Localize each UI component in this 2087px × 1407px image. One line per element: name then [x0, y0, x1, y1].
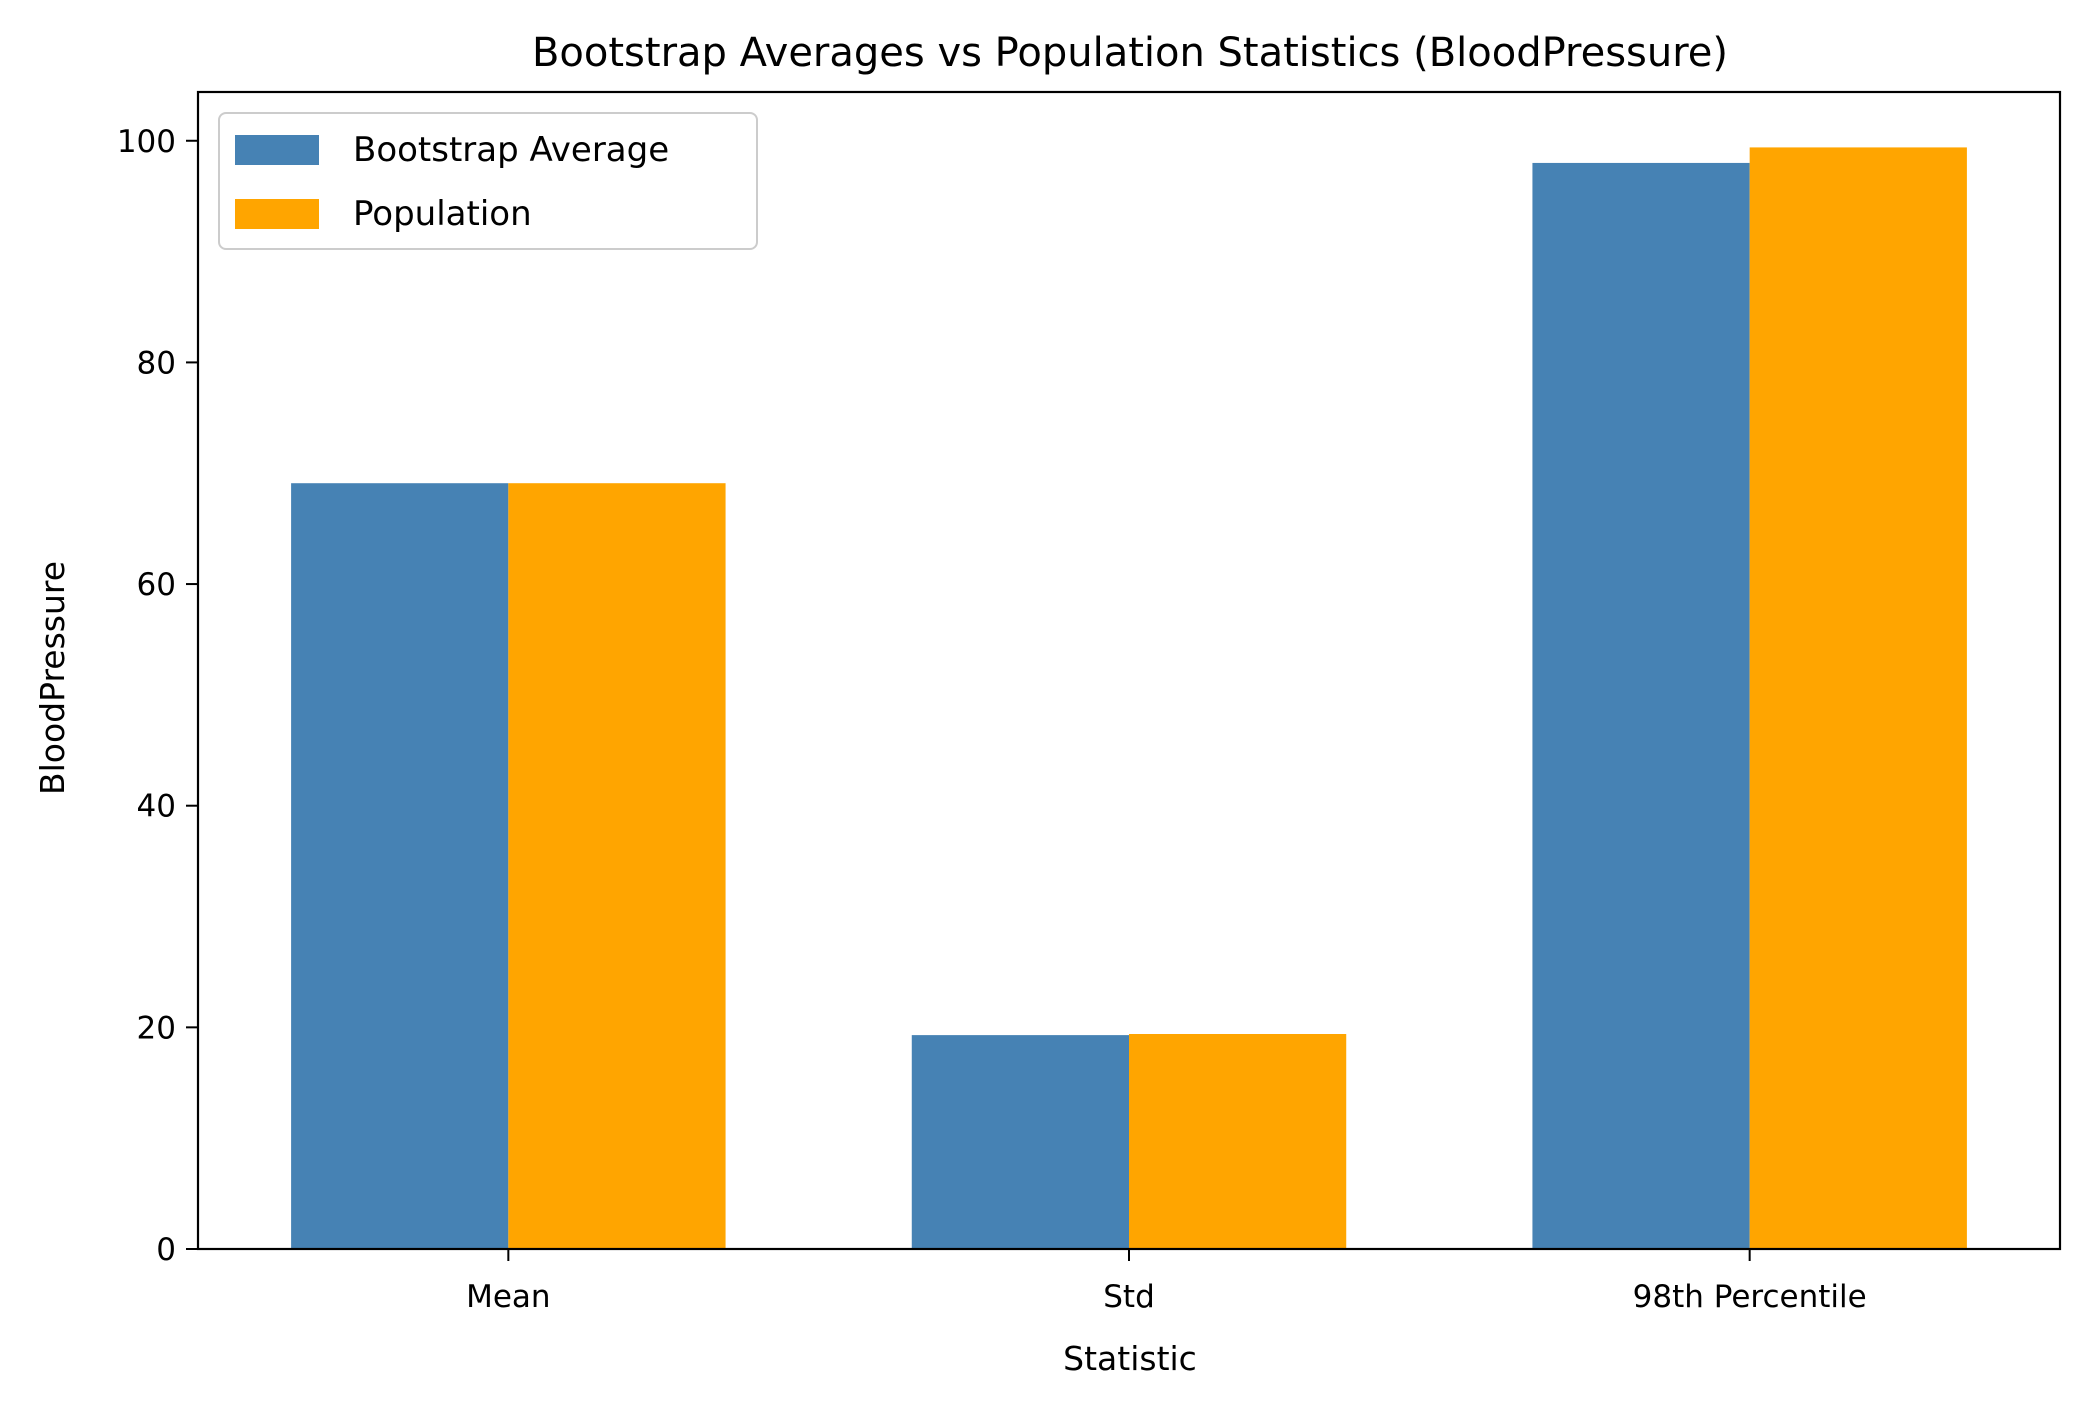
bar-population-1: [1129, 1034, 1347, 1249]
x-tick-label: Std: [1103, 1279, 1155, 1315]
legend-swatch-1: [235, 199, 319, 229]
y-tick-label: 20: [137, 1010, 176, 1046]
y-tick-label: 100: [117, 124, 176, 160]
legend-swatch-0: [235, 135, 319, 165]
y-tick-label: 0: [156, 1232, 176, 1268]
bar-population-0: [508, 483, 726, 1249]
y-tick-label: 40: [137, 789, 176, 825]
bar-bootstrap-0: [291, 483, 509, 1249]
legend-label-0: Bootstrap Average: [353, 130, 669, 170]
bar-bootstrap-1: [911, 1035, 1129, 1249]
y-axis-label: BloodPressure: [33, 561, 72, 795]
y-tick-label: 80: [137, 345, 176, 381]
x-tick-label: Mean: [466, 1279, 550, 1315]
legend-box: [218, 112, 758, 250]
x-tick-label: 98th Percentile: [1633, 1279, 1867, 1315]
bar-population-2: [1749, 147, 1967, 1250]
plot-area: 0 20 40 60 80 100 Mean Std 98th Percentile: [117, 90, 2062, 1315]
bar-bootstrap-2: [1532, 162, 1750, 1249]
chart-title: Bootstrap Averages vs Population Statist…: [532, 30, 1728, 76]
x-axis-label: Statistic: [1063, 1339, 1197, 1378]
legend-label-1: Population: [353, 194, 532, 234]
legend: Bootstrap Average Population: [218, 112, 758, 250]
y-tick-label: 60: [137, 567, 176, 603]
